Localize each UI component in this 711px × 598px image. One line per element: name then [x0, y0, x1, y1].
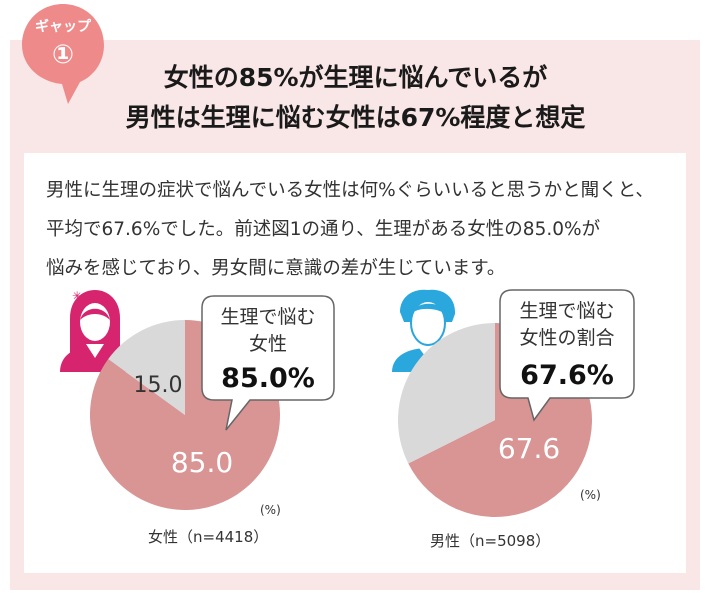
page-title-line-2: 男性は生理に悩む女性は67%程度と想定: [125, 103, 586, 132]
callout-line-1: 生理で悩む: [519, 300, 614, 322]
callout-value: 67.6%: [520, 360, 614, 391]
badge-shape: [22, 4, 104, 104]
callout-bubble: [201, 295, 335, 431]
unit-label-female: (%): [260, 503, 281, 517]
callout-female: 生理で悩む 女性 85.0%: [201, 295, 335, 431]
pie-slice-1: [398, 322, 495, 464]
caption-female: 女性（n=4418）: [148, 528, 269, 546]
pie-slice-1: [108, 320, 185, 415]
description-line-3: 悩みを感じており、男女間に意識の差が生じています。: [46, 258, 506, 279]
pie-data-label-0: 85.0: [171, 446, 233, 479]
description-line-2: 平均で67.6%でした。前述図1の通り、生理がある女性の85.0%が: [46, 219, 601, 240]
badge-label: ギャップ: [35, 19, 91, 35]
gap-badge: [22, 4, 104, 104]
callout-value: 85.0%: [221, 363, 315, 394]
description-line-1: 男性に生理の症状で悩んでいる女性は何%ぐらいいると思うかと聞くと、: [46, 180, 654, 201]
pie-data-label-0: 67.6: [498, 432, 560, 465]
callout-line-2: 女性の割合: [519, 327, 614, 349]
caption-male: 男性（n=5098）: [430, 532, 551, 550]
page-title-line-1: 女性の85%が生理に悩んでいるが: [163, 63, 548, 92]
callout-male: 生理で悩む 女性の割合 67.6%: [499, 289, 635, 422]
pie-data-label-1: 15.0: [134, 373, 183, 398]
callout-bubble: [499, 289, 635, 422]
callout-line-2: 女性: [249, 333, 287, 355]
callout-line-1: 生理で悩む: [220, 306, 315, 328]
sparkle-icon: ✳: [72, 289, 82, 303]
unit-label-male: (%): [580, 488, 601, 502]
badge-number: ①: [51, 40, 74, 70]
